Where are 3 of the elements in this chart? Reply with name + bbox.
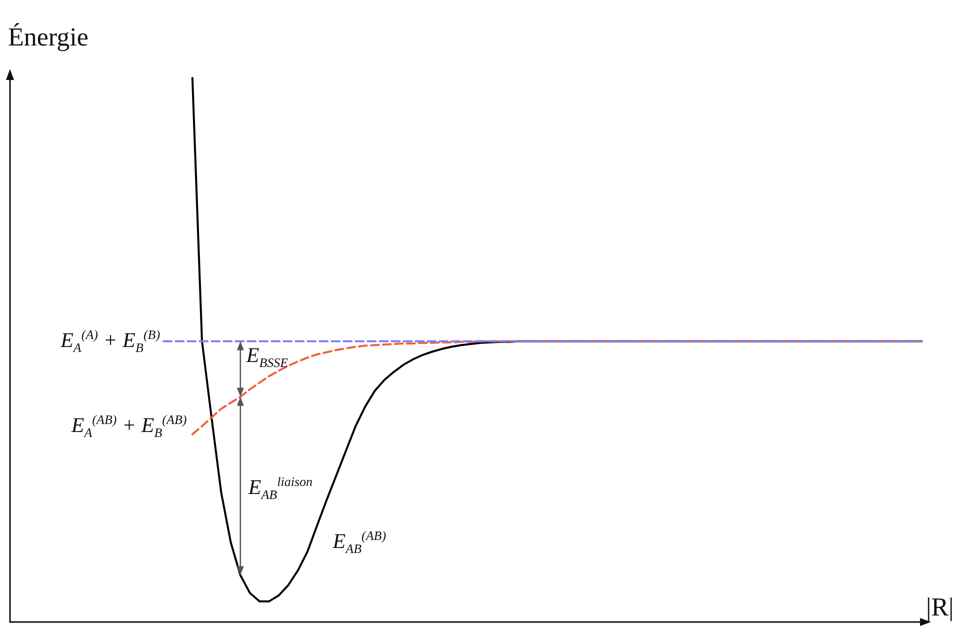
y-axis-title: Énergie [8, 22, 88, 52]
x-axis-title: |R| [926, 592, 954, 622]
annotation: E$_{BSSE}$ [246, 343, 288, 370]
